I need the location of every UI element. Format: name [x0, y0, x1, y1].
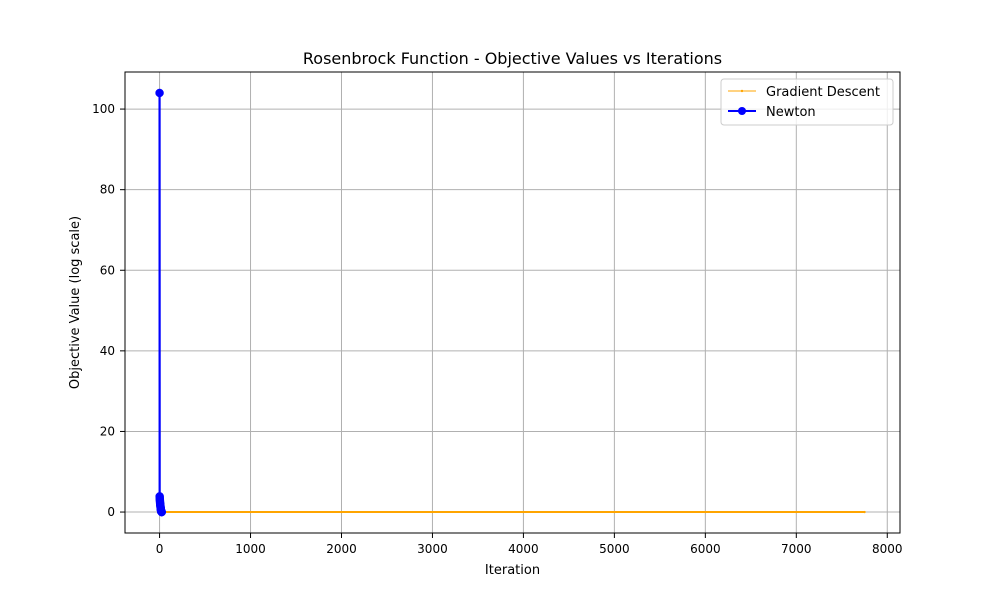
gradient-descent-point	[431, 510, 434, 514]
newton-point	[155, 88, 164, 98]
axis-ticks: 0 1000 2000 3000 4000 5000 6000 7000 8000 0 20 40 60…	[92, 102, 902, 556]
y-axis-label: Objective Value (log scale)	[68, 216, 83, 389]
gradient-descent-point	[863, 510, 866, 514]
x-tick-label: 2000	[326, 542, 357, 556]
newton-point	[157, 507, 166, 517]
legend-gradient-descent-marker	[740, 89, 744, 93]
x-tick-label: 7000	[781, 542, 812, 556]
x-tick-label: 6000	[690, 542, 721, 556]
gradient-descent-point	[795, 510, 798, 514]
series-layer	[155, 88, 866, 517]
y-tick-label: 0	[107, 505, 115, 519]
x-tick-label: 0	[156, 542, 164, 556]
x-tick-label: 3000	[417, 542, 448, 556]
plot-area	[125, 72, 900, 533]
y-tick-label: 60	[100, 263, 115, 277]
legend-newton-label: Newton	[766, 105, 816, 120]
legend-gradient-descent-label: Gradient Descent	[766, 85, 880, 100]
y-tick-label: 20	[100, 424, 115, 438]
x-tick-label: 5000	[599, 542, 630, 556]
plot-frame	[124, 71, 901, 534]
legend-box	[720, 78, 894, 126]
y-tick-label: 40	[100, 344, 115, 358]
x-tick-label: 1000	[235, 542, 266, 556]
gradient-descent-point	[340, 510, 343, 514]
legend: Gradient Descent Newton	[720, 78, 894, 126]
y-tick-label: 100	[92, 102, 115, 116]
gradient-descent-point	[522, 510, 525, 514]
x-tick-label: 4000	[508, 542, 539, 556]
x-tick-label: 8000	[872, 542, 903, 556]
y-tick-label: 80	[100, 183, 115, 197]
legend-newton-marker	[738, 107, 746, 115]
x-axis-label: Iteration	[485, 563, 540, 578]
gradient-descent-point	[613, 510, 616, 514]
gradient-descent-point	[704, 510, 707, 514]
gradient-descent-point	[249, 510, 252, 514]
chart-title: Rosenbrock Function - Objective Values v…	[303, 49, 722, 68]
